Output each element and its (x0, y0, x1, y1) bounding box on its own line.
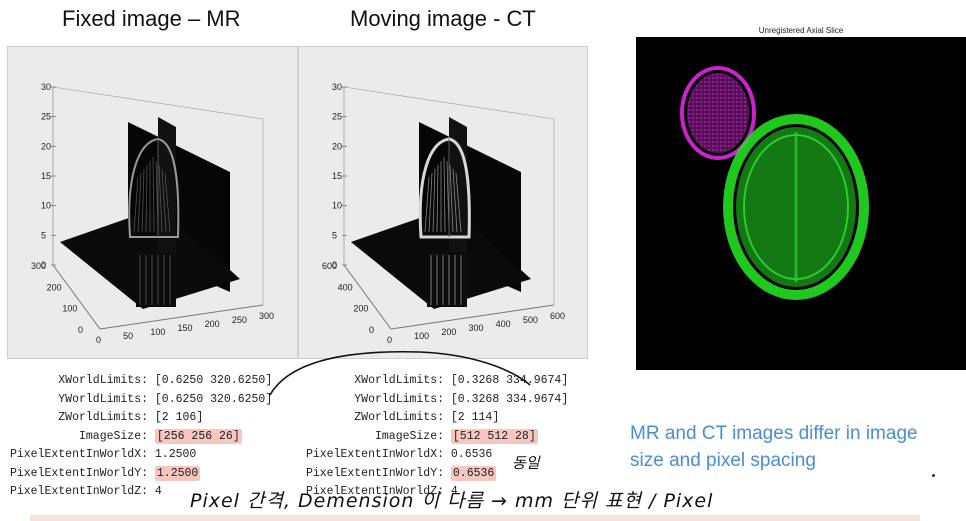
z-tick-label: 0 (41, 260, 46, 270)
x-tick-label: 50 (123, 331, 133, 341)
handwritten-note-same: 동일 (512, 454, 540, 472)
property-value: 0.6536 (450, 465, 497, 481)
mr-head-outline (680, 66, 756, 160)
property-key: YWorldLimits: (354, 392, 444, 406)
property-value: [0.3268 334.9674] (450, 392, 569, 406)
z-tick-label: 20 (41, 141, 51, 151)
x-tick-label: 600 (550, 311, 565, 321)
property-row: ZWorldLimits: [2 106] (6, 409, 272, 428)
dot-mark (932, 474, 935, 477)
y-tick-label: 200 (353, 304, 368, 314)
property-value: 1.2500 (154, 465, 201, 481)
property-row: YWorldLimits: [0.3268 334.9674] (302, 391, 568, 410)
property-row: PixelExtentInWorldY: 0.6536 (302, 465, 568, 484)
property-row: ImageSize: [512 512 28] (302, 428, 568, 447)
z-tick-label: 25 (41, 112, 51, 122)
x-tick-label: 100 (150, 327, 165, 337)
z-tick-label: 10 (41, 201, 51, 211)
x-tick-label: 200 (441, 327, 456, 337)
x-tick-label: 100 (414, 331, 429, 341)
fixed-image-plot: 0 5 10 15 20 25 30 0 50 100 150 200 250 300 0 100 200 300 (7, 46, 298, 359)
property-row: PixelExtentInWorldZ: 4 (302, 483, 568, 502)
property-key: ImageSize: (374, 429, 444, 443)
property-key: PixelExtentInWorldZ: (9, 485, 148, 498)
z-tick-label: 20 (332, 141, 342, 151)
property-key: PixelExtentInWorldZ: (305, 485, 444, 498)
x-tick-label: 400 (496, 319, 511, 329)
z-tick-label: 10 (332, 201, 342, 211)
z-tick-label: 0 (332, 260, 337, 270)
property-value: 4 (154, 485, 162, 498)
bottom-divider (30, 515, 920, 521)
y-tick-label: 400 (338, 282, 353, 292)
x-tick-label: 300 (469, 323, 484, 333)
property-key: ZWorldLimits: (58, 411, 148, 424)
axial-slice-figure (636, 37, 966, 370)
property-value: [0.3268 334.9674] (450, 374, 569, 387)
property-key: PixelExtentInWorldX: (305, 448, 444, 461)
property-row: ZWorldLimits: [2 114] (302, 409, 568, 428)
property-value: [0.6250 320.6250] (154, 392, 273, 406)
y-tick-label: 300 (31, 261, 46, 271)
z-tick-label: 15 (332, 171, 342, 181)
property-key: YWorldLimits: (58, 392, 148, 406)
moving-image-properties: XWorldLimits: [0.3268 334.9674] YWorldLim… (302, 372, 568, 502)
axial-slice-image (680, 66, 869, 300)
x-tick-label: 150 (178, 323, 193, 333)
z-tick-label: 15 (41, 171, 51, 181)
z-tick-label: 5 (41, 230, 46, 240)
handwritten-note: Pixel 간격, Demension 이 다름 → mm 단위 표현 / Pi… (190, 490, 714, 512)
property-key: XWorldLimits: (354, 374, 444, 387)
comparison-note-line2: size and pixel spacing (630, 450, 816, 471)
y-tick-label: 600 (322, 261, 337, 271)
fixed-image-title: Fixed image – MR (62, 6, 241, 31)
property-row: PixelExtentInWorldX: 0.6536 (302, 446, 568, 465)
property-row: PixelExtentInWorldX: 1.2500 (6, 446, 272, 465)
x-tick-label: 300 (259, 311, 274, 321)
property-value: [512 512 28] (450, 428, 538, 444)
x-tick-label: 0 (96, 335, 101, 345)
property-value: [0.6250 320.6250] (154, 374, 273, 387)
property-value: 4 (450, 485, 458, 498)
ct-head-outline (723, 114, 869, 300)
property-value: [2 106] (154, 411, 204, 424)
property-key: ImageSize: (78, 429, 148, 443)
y-tick-label: 0 (369, 325, 374, 335)
x-tick-label: 500 (523, 315, 538, 325)
property-value: 0.6536 (450, 448, 493, 461)
property-row: YWorldLimits: [0.6250 320.6250] (6, 391, 272, 410)
y-tick-label: 0 (78, 325, 83, 335)
handwritten-connector (269, 350, 531, 396)
y-tick-label: 100 (62, 304, 77, 314)
property-key: PixelExtentInWorldX: (9, 448, 148, 461)
x-tick-label: 200 (205, 319, 220, 329)
moving-image-plot: 0 5 10 15 20 25 30 0 100 200 300 400 500 600 0 200 400 60… (298, 46, 588, 359)
property-key: PixelExtentInWorldY: (305, 466, 444, 480)
property-value: 1.2500 (154, 448, 197, 461)
z-tick-label: 25 (332, 112, 342, 122)
property-row: XWorldLimits: [0.6250 320.6250] (6, 372, 272, 391)
property-row: PixelExtentInWorldZ: 4 (6, 483, 272, 502)
z-tick-label: 30 (332, 82, 342, 92)
property-value: [2 114] (450, 411, 500, 424)
axial-slice-title: Unregistered Axial Slice (758, 26, 844, 35)
property-row: XWorldLimits: [0.3268 334.9674] (302, 372, 568, 391)
x-tick-label: 250 (232, 315, 247, 325)
y-tick-label: 200 (47, 282, 62, 292)
comparison-note: MR and CT images differ in image size an… (630, 420, 918, 474)
property-key: XWorldLimits: (58, 374, 148, 387)
property-row: ImageSize: [256 256 26] (6, 428, 272, 447)
z-tick-label: 30 (41, 82, 51, 92)
property-row: PixelExtentInWorldY: 1.2500 (6, 465, 272, 484)
comparison-note-line1: MR and CT images differ in image (630, 423, 918, 444)
property-value: [256 256 26] (154, 428, 242, 444)
property-key: ZWorldLimits: (354, 411, 444, 424)
moving-image-title: Moving image - CT (350, 6, 536, 31)
x-tick-label: 0 (387, 335, 392, 345)
z-tick-label: 5 (332, 230, 337, 240)
property-key: PixelExtentInWorldY: (9, 466, 148, 480)
fixed-image-properties: XWorldLimits: [0.6250 320.6250] YWorldLim… (6, 372, 272, 502)
